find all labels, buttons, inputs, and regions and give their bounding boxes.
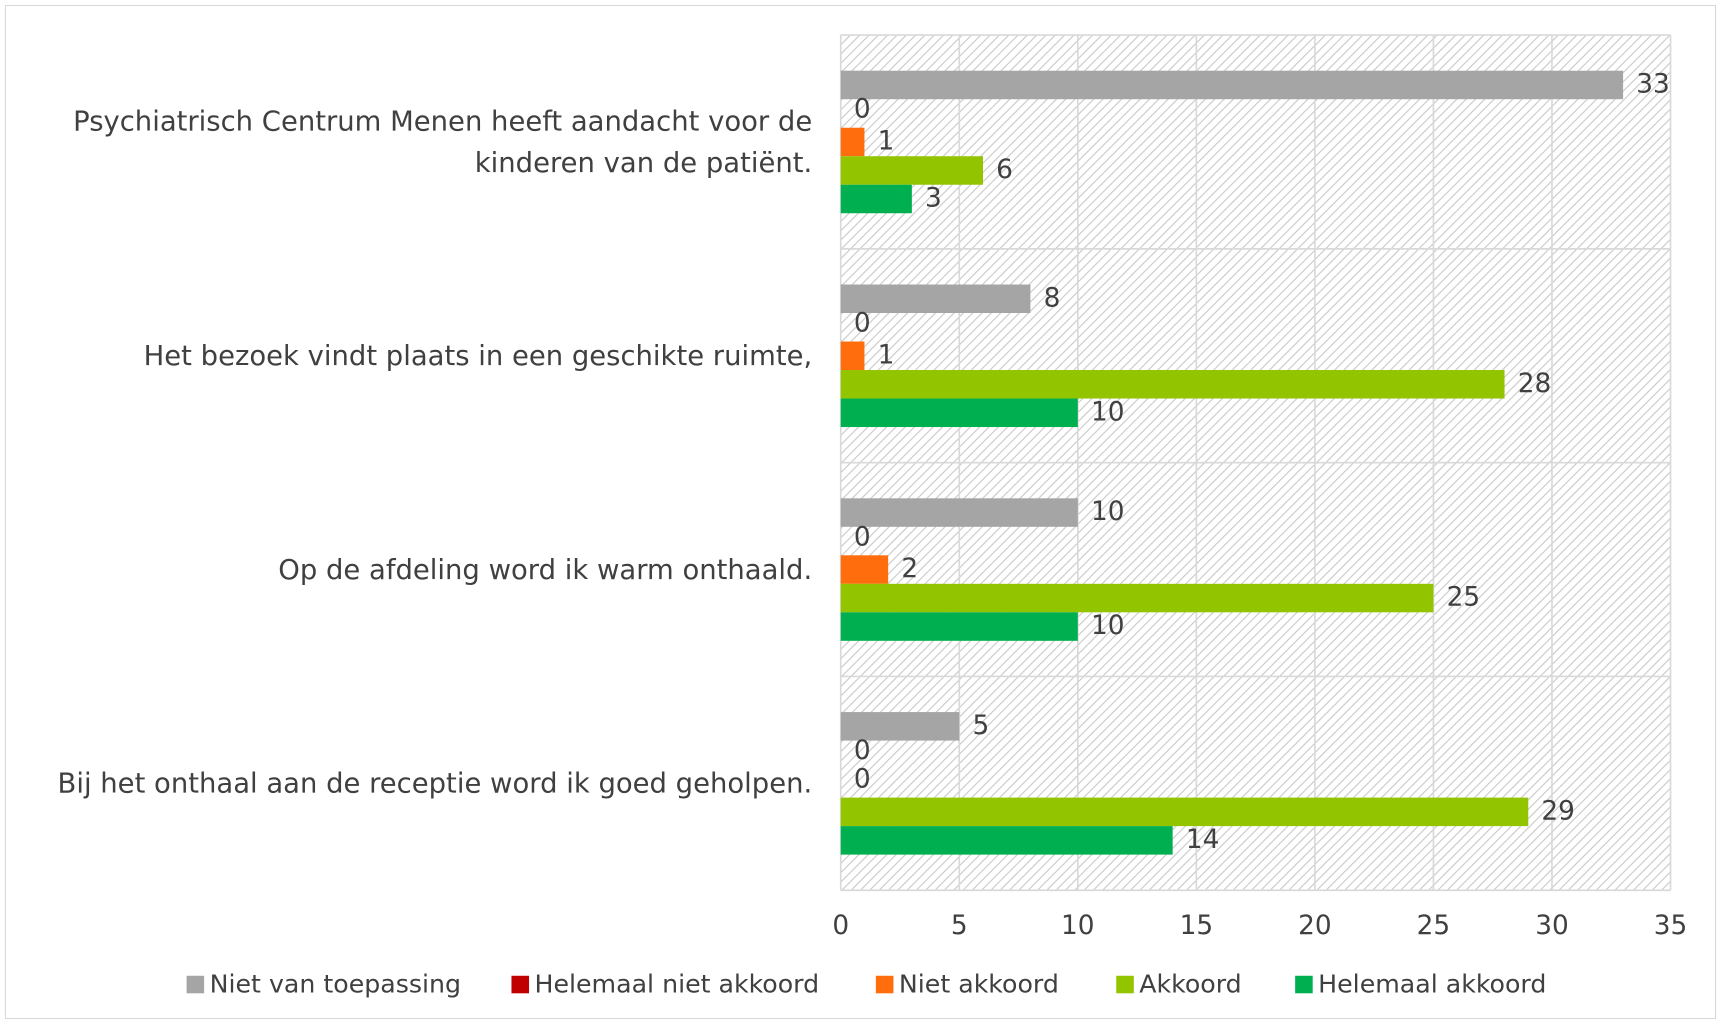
x-tick-label: 20 — [1298, 911, 1332, 941]
legend-label: Helemaal niet akkoord — [535, 970, 820, 999]
value-label: 3 — [925, 183, 942, 213]
value-label: 10 — [1091, 611, 1125, 641]
x-tick-label: 30 — [1535, 911, 1569, 941]
legend-label: Niet van toepassing — [210, 970, 461, 999]
bar — [840, 498, 1078, 527]
legend-label: Akkoord — [1139, 970, 1241, 999]
y-tick-label: Bij het onthaal aan de receptie word ik … — [57, 766, 813, 799]
x-tick-label: 25 — [1417, 911, 1451, 941]
value-label: 1 — [878, 126, 895, 156]
legend-swatch — [875, 975, 894, 994]
bar — [840, 370, 1505, 399]
bar — [840, 156, 983, 185]
value-label: 0 — [854, 522, 871, 552]
value-label: 0 — [854, 765, 871, 795]
y-tick-label: Psychiatrisch Centrum Menen heeft aandac… — [73, 104, 813, 179]
y-tick-label: Het bezoek vindt plaats in een geschikte… — [143, 339, 813, 372]
x-tick-label: 0 — [832, 911, 849, 941]
bar — [840, 612, 1078, 641]
value-label: 6 — [996, 155, 1013, 185]
value-label: 10 — [1091, 497, 1125, 527]
value-label: 28 — [1518, 369, 1552, 399]
value-label: 2 — [901, 554, 918, 584]
category-label-box: Psychiatrisch Centrum Menen heeft aandac… — [73, 104, 813, 179]
legend-swatch — [1116, 975, 1134, 994]
category-label-box: Bij het onthaal aan de receptie word ik … — [57, 766, 813, 799]
legend-label: Niet akkoord — [899, 970, 1059, 999]
value-label: 0 — [854, 308, 871, 338]
bar — [840, 797, 1529, 827]
bar — [840, 583, 1434, 613]
x-tick-label: 10 — [1061, 911, 1095, 941]
value-label: 1 — [878, 340, 895, 370]
x-tick-label: 15 — [1180, 911, 1214, 941]
value-label: 5 — [972, 711, 989, 741]
x-tick-label: 5 — [951, 911, 968, 941]
bar — [840, 555, 889, 584]
bar — [840, 70, 1624, 100]
value-label: 29 — [1541, 796, 1575, 826]
legend-swatch — [186, 975, 205, 994]
value-label: 8 — [1044, 283, 1061, 313]
value-label: 33 — [1636, 69, 1670, 99]
legend-label: Helemaal akkoord — [1318, 970, 1546, 999]
legend-swatch — [511, 975, 530, 994]
y-tick-label: Op de afdeling word ik warm onthaald. — [278, 553, 813, 585]
value-label: 0 — [854, 95, 871, 125]
bar — [840, 398, 1078, 428]
value-label: 0 — [854, 736, 871, 766]
bar — [840, 184, 912, 214]
bar — [840, 284, 1031, 314]
value-label: 10 — [1091, 397, 1125, 427]
value-label: 14 — [1186, 825, 1220, 855]
x-tick-label: 35 — [1654, 911, 1688, 941]
category-label-box: Op de afdeling word ik warm onthaald. — [278, 553, 813, 585]
legend-swatch — [1295, 975, 1313, 994]
bar — [840, 712, 960, 741]
bar — [840, 127, 865, 157]
bar — [840, 341, 865, 371]
value-label: 25 — [1447, 583, 1481, 613]
bar — [840, 826, 1173, 855]
category-label-box: Het bezoek vindt plaats in een geschikte… — [143, 339, 813, 372]
